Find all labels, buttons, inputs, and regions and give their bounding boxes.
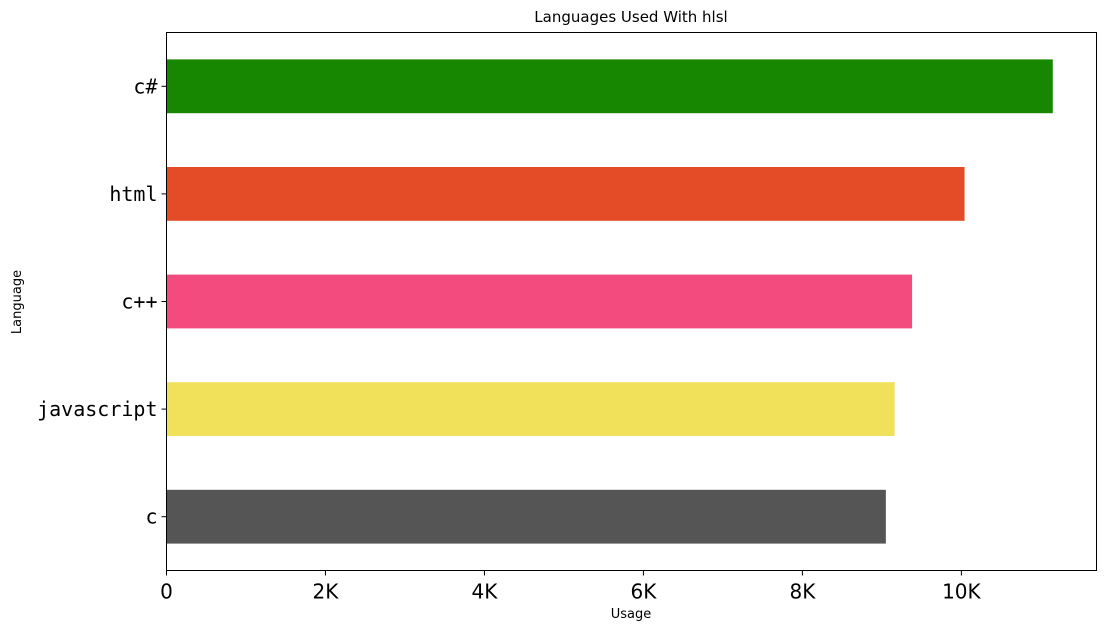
x-axis-label: Usage <box>611 607 652 622</box>
y-axis-label: Language <box>10 270 25 334</box>
bar-c++ <box>166 274 913 329</box>
bar-c <box>166 489 886 544</box>
x-tick-label: 0 <box>160 580 173 604</box>
bars-group <box>166 59 1053 544</box>
y-tick-label: c <box>145 505 157 529</box>
bar-c# <box>166 59 1053 114</box>
chart-title: Languages Used With hlsl <box>534 8 727 26</box>
plot-frame <box>166 32 1097 571</box>
y-tick-label: javascript <box>37 397 157 421</box>
y-tick-label: html <box>109 182 157 206</box>
y-axis-ticks: c# html c++ javascript c <box>37 74 167 529</box>
x-tick-label: 8K <box>789 580 816 604</box>
x-axis-ticks: 0 2K 4K 6K 8K 10K <box>160 570 982 604</box>
x-tick-label: 4K <box>472 580 499 604</box>
x-tick-label: 6K <box>631 580 658 604</box>
x-tick-label: 10K <box>942 580 981 604</box>
x-tick-label: 2K <box>313 580 340 604</box>
bar-html <box>166 167 965 221</box>
bar-javascript <box>166 382 895 436</box>
y-tick-label: c++ <box>121 290 157 314</box>
y-tick-label: c# <box>133 74 157 98</box>
